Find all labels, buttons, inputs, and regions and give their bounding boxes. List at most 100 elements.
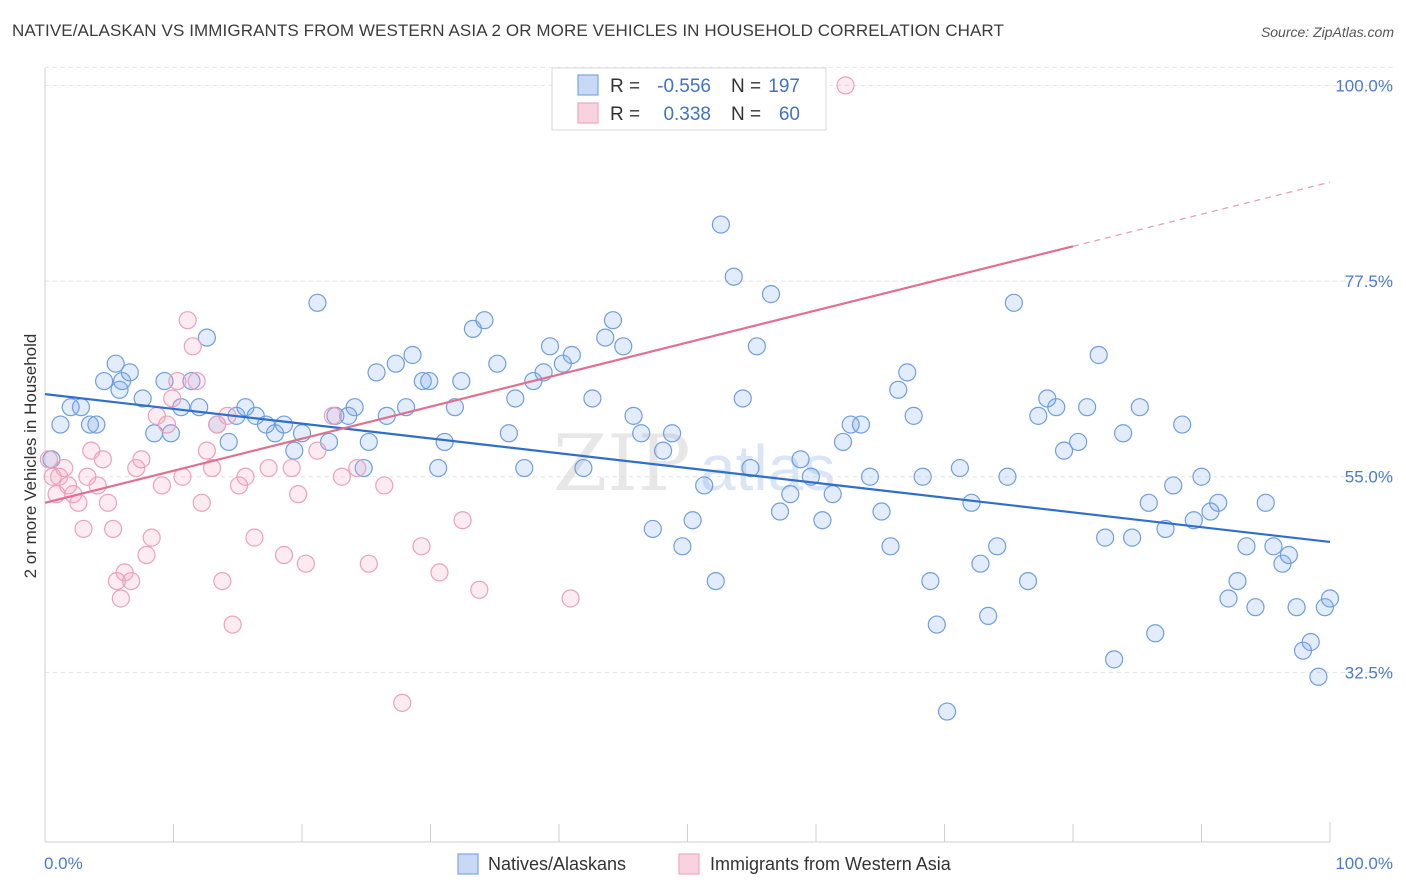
point-0-115 <box>1123 528 1142 547</box>
point-0-79 <box>781 485 800 504</box>
legend-swatch-pink <box>577 102 599 124</box>
point-1-55 <box>430 563 449 582</box>
point-0-62 <box>614 337 633 356</box>
point-0-111 <box>1089 345 1108 365</box>
point-1-19 <box>127 458 146 478</box>
point-0-92 <box>904 406 923 425</box>
point-1-47 <box>308 441 327 460</box>
point-0-118 <box>1146 624 1165 643</box>
point-0-36 <box>367 363 386 382</box>
point-0-10 <box>120 363 139 382</box>
point-1-48 <box>323 406 342 425</box>
point-0-3 <box>71 398 91 417</box>
point-1-25 <box>157 415 177 434</box>
point-1-26 <box>163 389 182 408</box>
point-0-94 <box>921 572 940 591</box>
point-1-32 <box>192 493 211 512</box>
point-1-54 <box>412 537 431 556</box>
point-0-1 <box>51 415 70 434</box>
point-1-29 <box>178 311 197 330</box>
point-0-2 <box>61 398 80 417</box>
point-0-27 <box>285 441 304 460</box>
legend-n-label-0: N = <box>731 76 761 97</box>
point-0-75 <box>741 458 760 478</box>
point-0-77 <box>761 285 781 304</box>
point-0-137 <box>1309 667 1328 686</box>
point-0-5 <box>87 415 106 434</box>
point-0-65 <box>643 519 662 539</box>
point-0-59 <box>583 389 602 408</box>
point-0-71 <box>706 572 725 591</box>
point-0-14 <box>161 424 181 443</box>
axes <box>44 68 1331 843</box>
point-1-14 <box>104 519 123 539</box>
point-1-16 <box>111 589 130 608</box>
bottom-legend-swatch-blue <box>457 853 479 875</box>
point-0-33 <box>345 398 364 417</box>
bottom-legend-swatch-pink <box>678 853 700 875</box>
series-natives-alaskans <box>42 215 1340 721</box>
point-1-5 <box>59 476 78 495</box>
point-0-57 <box>562 345 581 365</box>
series-immigrants-western-asia <box>39 76 855 712</box>
legend-r-value-0: -0.556 <box>657 76 711 97</box>
stats-legend: R = -0.556 N = 197 R = 0.338 N = 60 <box>551 67 827 131</box>
point-0-101 <box>988 537 1007 556</box>
point-1-44 <box>282 458 301 478</box>
point-1-24 <box>152 476 172 495</box>
point-0-44 <box>435 432 454 452</box>
point-1-43 <box>274 545 294 565</box>
point-0-69 <box>683 511 702 530</box>
point-1-8 <box>74 519 93 539</box>
point-1-0 <box>39 450 58 469</box>
point-1-46 <box>296 554 315 573</box>
point-0-84 <box>833 432 853 452</box>
point-1-31 <box>187 371 206 391</box>
point-1-36 <box>213 572 232 591</box>
point-0-11 <box>133 389 152 408</box>
point-0-82 <box>813 511 832 530</box>
point-0-83 <box>823 485 842 504</box>
point-0-6 <box>95 371 114 391</box>
point-0-20 <box>219 432 238 452</box>
point-0-72 <box>711 215 731 234</box>
point-0-90 <box>889 380 908 399</box>
point-1-13 <box>98 493 118 512</box>
point-0-102 <box>998 467 1017 486</box>
x-tick-label-1: 100.0% <box>1335 854 1393 873</box>
point-0-45 <box>445 398 465 417</box>
point-0-4 <box>80 415 100 434</box>
watermark-atlas: atlas <box>700 432 835 504</box>
bottom-legend: Natives/Alaskans Immigrants from Western… <box>457 853 952 875</box>
trend-line-immigrants-extension <box>1072 181 1331 247</box>
point-0-85 <box>841 415 860 434</box>
point-0-104 <box>1018 572 1038 591</box>
point-0-88 <box>872 502 891 521</box>
point-1-49 <box>332 467 351 486</box>
point-0-74 <box>733 389 752 408</box>
point-0-46 <box>452 371 471 391</box>
bottom-legend-label-0: Natives/Alaskans <box>488 854 626 874</box>
point-0-67 <box>662 424 682 443</box>
point-0-105 <box>1029 406 1048 425</box>
point-0-122 <box>1184 511 1203 530</box>
legend-r-label-0: R = <box>610 76 640 97</box>
point-1-33 <box>197 441 217 460</box>
y-tick-label-0: 32.5% <box>1345 663 1393 682</box>
point-0-110 <box>1078 398 1097 417</box>
chart-title: NATIVE/ALASKAN VS IMMIGRANTS FROM WESTER… <box>12 21 1004 40</box>
point-0-113 <box>1105 650 1124 669</box>
point-1-20 <box>132 450 151 469</box>
point-0-78 <box>770 502 790 521</box>
point-1-53 <box>393 693 412 712</box>
point-1-30 <box>183 337 202 356</box>
point-0-91 <box>898 363 917 382</box>
point-1-41 <box>245 528 264 547</box>
point-0-98 <box>962 493 981 512</box>
point-0-40 <box>403 345 422 365</box>
point-0-89 <box>881 537 900 556</box>
point-1-56 <box>453 511 472 530</box>
point-1-38 <box>223 615 242 634</box>
point-0-114 <box>1114 424 1133 443</box>
point-0-48 <box>475 311 494 330</box>
